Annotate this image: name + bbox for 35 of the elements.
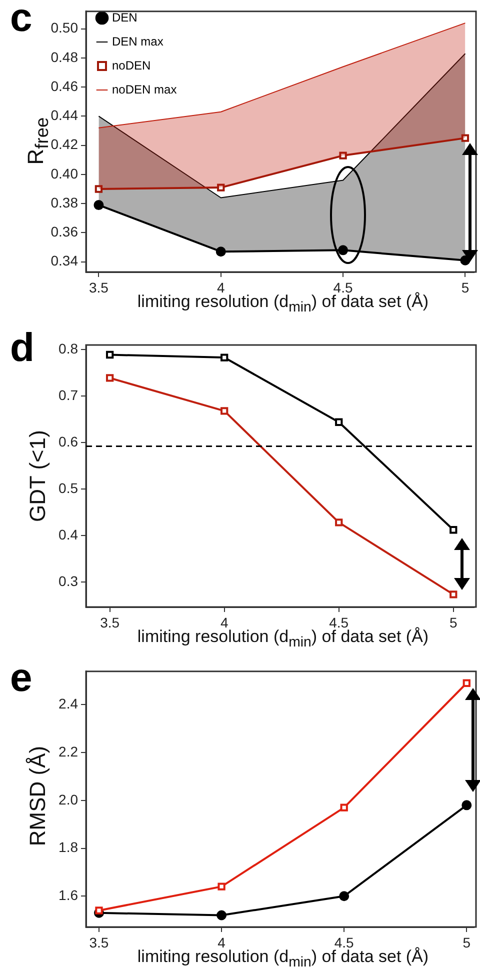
y-tick-label: 0.8 (58, 340, 78, 357)
y-tick-label: 0.6 (58, 433, 78, 450)
y-tick-label: 0.38 (50, 194, 78, 210)
x-tick-label: 3.5 (100, 614, 120, 630)
y-tick-label: 0.40 (50, 165, 78, 182)
y-tick-label: 0.4 (58, 526, 78, 542)
y-tick-label: 0.42 (50, 136, 78, 152)
y-tick-label: 0.48 (50, 48, 78, 65)
chart-title: e (10, 656, 32, 701)
y-tick-label: 0.44 (50, 107, 78, 124)
y-tick-label: 2.2 (58, 743, 78, 760)
x-tick-label: 3.5 (88, 279, 109, 296)
y-tick-label: 0.5 (58, 480, 78, 496)
y-tick-label: 0.36 (50, 224, 78, 240)
legend-label: noDEN (112, 58, 151, 72)
x-tick-label: 5 (462, 934, 471, 950)
y-tick-label: 0.50 (50, 20, 78, 36)
chart-title: c (10, 0, 32, 41)
y-tick-label: 0.7 (58, 386, 78, 403)
y-axis-title: RMSD (Å) (25, 746, 51, 846)
y-tick-label: 2.0 (58, 791, 78, 808)
y-tick-label: 1.6 (58, 886, 78, 903)
y-tick-label: 1.8 (58, 839, 78, 856)
y-axis-title: GDT (<1) (25, 430, 51, 522)
x-tick-label: 5 (461, 279, 470, 296)
legend-label: DEN (112, 10, 138, 24)
legend-label: DEN max (112, 34, 164, 48)
x-tick-label: 5 (449, 614, 458, 630)
y-tick-label: 0.3 (58, 572, 78, 589)
y-tick-label: 0.34 (50, 252, 78, 269)
x-tick-label: 3.5 (89, 934, 109, 950)
chart-title: d (10, 326, 34, 371)
legend-label: noDEN max (112, 82, 177, 96)
y-tick-label: 2.4 (58, 696, 78, 712)
y-tick-label: 0.46 (50, 78, 78, 94)
